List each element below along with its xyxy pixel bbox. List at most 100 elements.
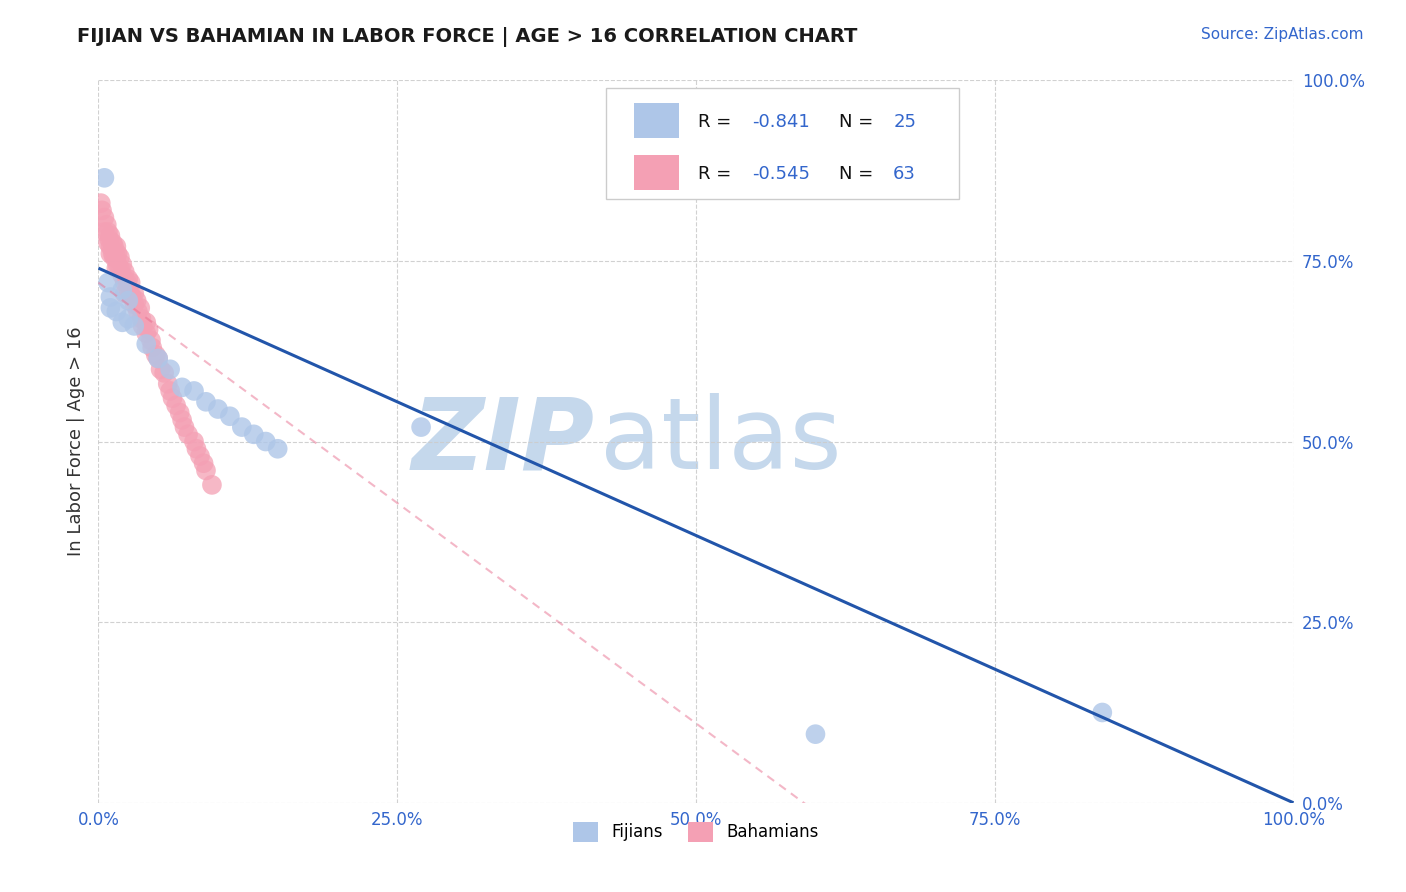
Point bbox=[125, 293, 148, 308]
Point bbox=[103, 250, 125, 264]
Point bbox=[97, 225, 120, 239]
Text: R =: R = bbox=[699, 165, 731, 183]
Point bbox=[93, 170, 115, 185]
Point bbox=[117, 283, 139, 297]
Point bbox=[156, 376, 179, 391]
Text: ZIP: ZIP bbox=[412, 393, 595, 490]
Point bbox=[169, 406, 191, 420]
Point bbox=[141, 341, 163, 355]
Point bbox=[105, 250, 128, 264]
Point bbox=[139, 334, 162, 348]
Point bbox=[98, 290, 122, 304]
Point bbox=[105, 261, 128, 276]
Point bbox=[124, 318, 146, 333]
Point bbox=[120, 276, 142, 290]
Point bbox=[195, 463, 218, 477]
Point bbox=[135, 315, 157, 329]
Point bbox=[114, 265, 136, 279]
Point bbox=[148, 351, 170, 366]
Text: atlas: atlas bbox=[600, 393, 842, 490]
Point bbox=[90, 196, 112, 211]
Point bbox=[101, 235, 124, 250]
Point bbox=[145, 348, 167, 362]
Legend: Fijians, Bahamians: Fijians, Bahamians bbox=[567, 815, 825, 848]
Text: N =: N = bbox=[839, 112, 873, 131]
Point bbox=[195, 394, 218, 409]
Point bbox=[254, 434, 277, 449]
Point bbox=[138, 322, 160, 336]
Point bbox=[219, 409, 242, 424]
Point bbox=[193, 456, 215, 470]
Point bbox=[108, 261, 131, 276]
Point bbox=[804, 727, 827, 741]
Point bbox=[183, 384, 205, 398]
Point bbox=[101, 246, 124, 260]
Point bbox=[98, 301, 122, 315]
Text: R =: R = bbox=[699, 112, 731, 131]
Point bbox=[183, 434, 205, 449]
Point bbox=[97, 235, 120, 250]
Point bbox=[111, 283, 134, 297]
Point bbox=[159, 362, 181, 376]
Point bbox=[107, 258, 129, 272]
Point bbox=[98, 232, 121, 246]
Point bbox=[411, 420, 433, 434]
Point bbox=[117, 311, 139, 326]
Point bbox=[91, 203, 114, 218]
FancyBboxPatch shape bbox=[606, 87, 959, 200]
Point bbox=[105, 239, 128, 253]
Point bbox=[207, 402, 229, 417]
Text: -0.545: -0.545 bbox=[752, 165, 810, 183]
Point bbox=[131, 318, 153, 333]
Point bbox=[114, 276, 136, 290]
Point bbox=[120, 286, 142, 301]
Text: -0.841: -0.841 bbox=[752, 112, 810, 131]
Point bbox=[115, 276, 138, 290]
Point bbox=[111, 258, 134, 272]
Text: 63: 63 bbox=[893, 165, 917, 183]
Point bbox=[124, 297, 146, 311]
Bar bbox=[634, 103, 679, 137]
Point bbox=[165, 398, 187, 412]
Text: Source: ZipAtlas.com: Source: ZipAtlas.com bbox=[1201, 27, 1364, 42]
Point bbox=[98, 246, 122, 260]
Point bbox=[121, 290, 143, 304]
Point bbox=[135, 337, 157, 351]
Point bbox=[243, 427, 266, 442]
Point bbox=[105, 304, 128, 318]
Point bbox=[96, 218, 118, 232]
Point bbox=[111, 268, 134, 283]
Point bbox=[98, 239, 122, 253]
Point bbox=[93, 211, 115, 225]
Point bbox=[131, 311, 153, 326]
Point bbox=[231, 420, 253, 434]
Text: FIJIAN VS BAHAMIAN IN LABOR FORCE | AGE > 16 CORRELATION CHART: FIJIAN VS BAHAMIAN IN LABOR FORCE | AGE … bbox=[77, 27, 858, 46]
Point bbox=[114, 286, 136, 301]
Text: N =: N = bbox=[839, 165, 873, 183]
Point bbox=[172, 380, 194, 394]
Bar bbox=[634, 155, 679, 190]
Point bbox=[124, 286, 146, 301]
Point bbox=[117, 272, 139, 286]
Point bbox=[173, 420, 195, 434]
Point bbox=[107, 246, 129, 260]
Point bbox=[153, 366, 176, 380]
Point bbox=[172, 413, 194, 427]
Point bbox=[201, 478, 224, 492]
Point bbox=[108, 250, 131, 264]
Point bbox=[159, 384, 181, 398]
Point bbox=[103, 239, 125, 253]
Point bbox=[162, 391, 184, 405]
Point bbox=[148, 351, 170, 366]
Point bbox=[267, 442, 290, 456]
Text: 25: 25 bbox=[893, 112, 917, 131]
Point bbox=[1091, 706, 1114, 720]
Point bbox=[177, 427, 200, 442]
Point bbox=[149, 362, 172, 376]
Point bbox=[97, 276, 120, 290]
Point bbox=[117, 293, 139, 308]
Point bbox=[129, 301, 152, 315]
Point bbox=[98, 228, 122, 243]
Point bbox=[188, 449, 211, 463]
Point bbox=[186, 442, 208, 456]
